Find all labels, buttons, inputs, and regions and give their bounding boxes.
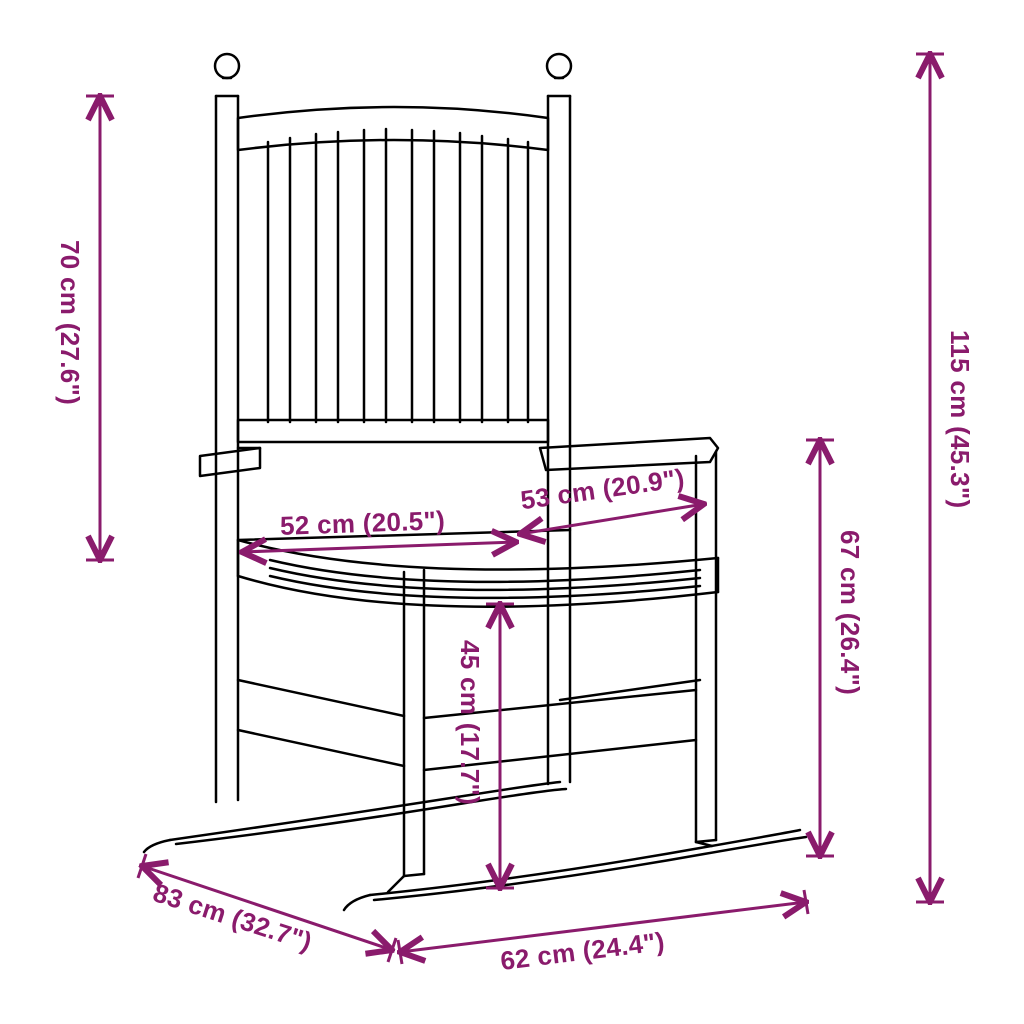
dim-70-label: 70 cm (27.6") — [54, 240, 85, 405]
chair-svg — [0, 0, 1024, 1024]
dim-67-label: 67 cm (26.4") — [834, 530, 865, 695]
dim-52-label: 52 cm (20.5") — [280, 505, 446, 542]
dim-45-label: 45 cm (17.7") — [454, 640, 485, 805]
diagram-stage: 70 cm (27.6") 115 cm (45.3") 67 cm (26.4… — [0, 0, 1024, 1024]
dim-115-label: 115 cm (45.3") — [944, 330, 975, 508]
